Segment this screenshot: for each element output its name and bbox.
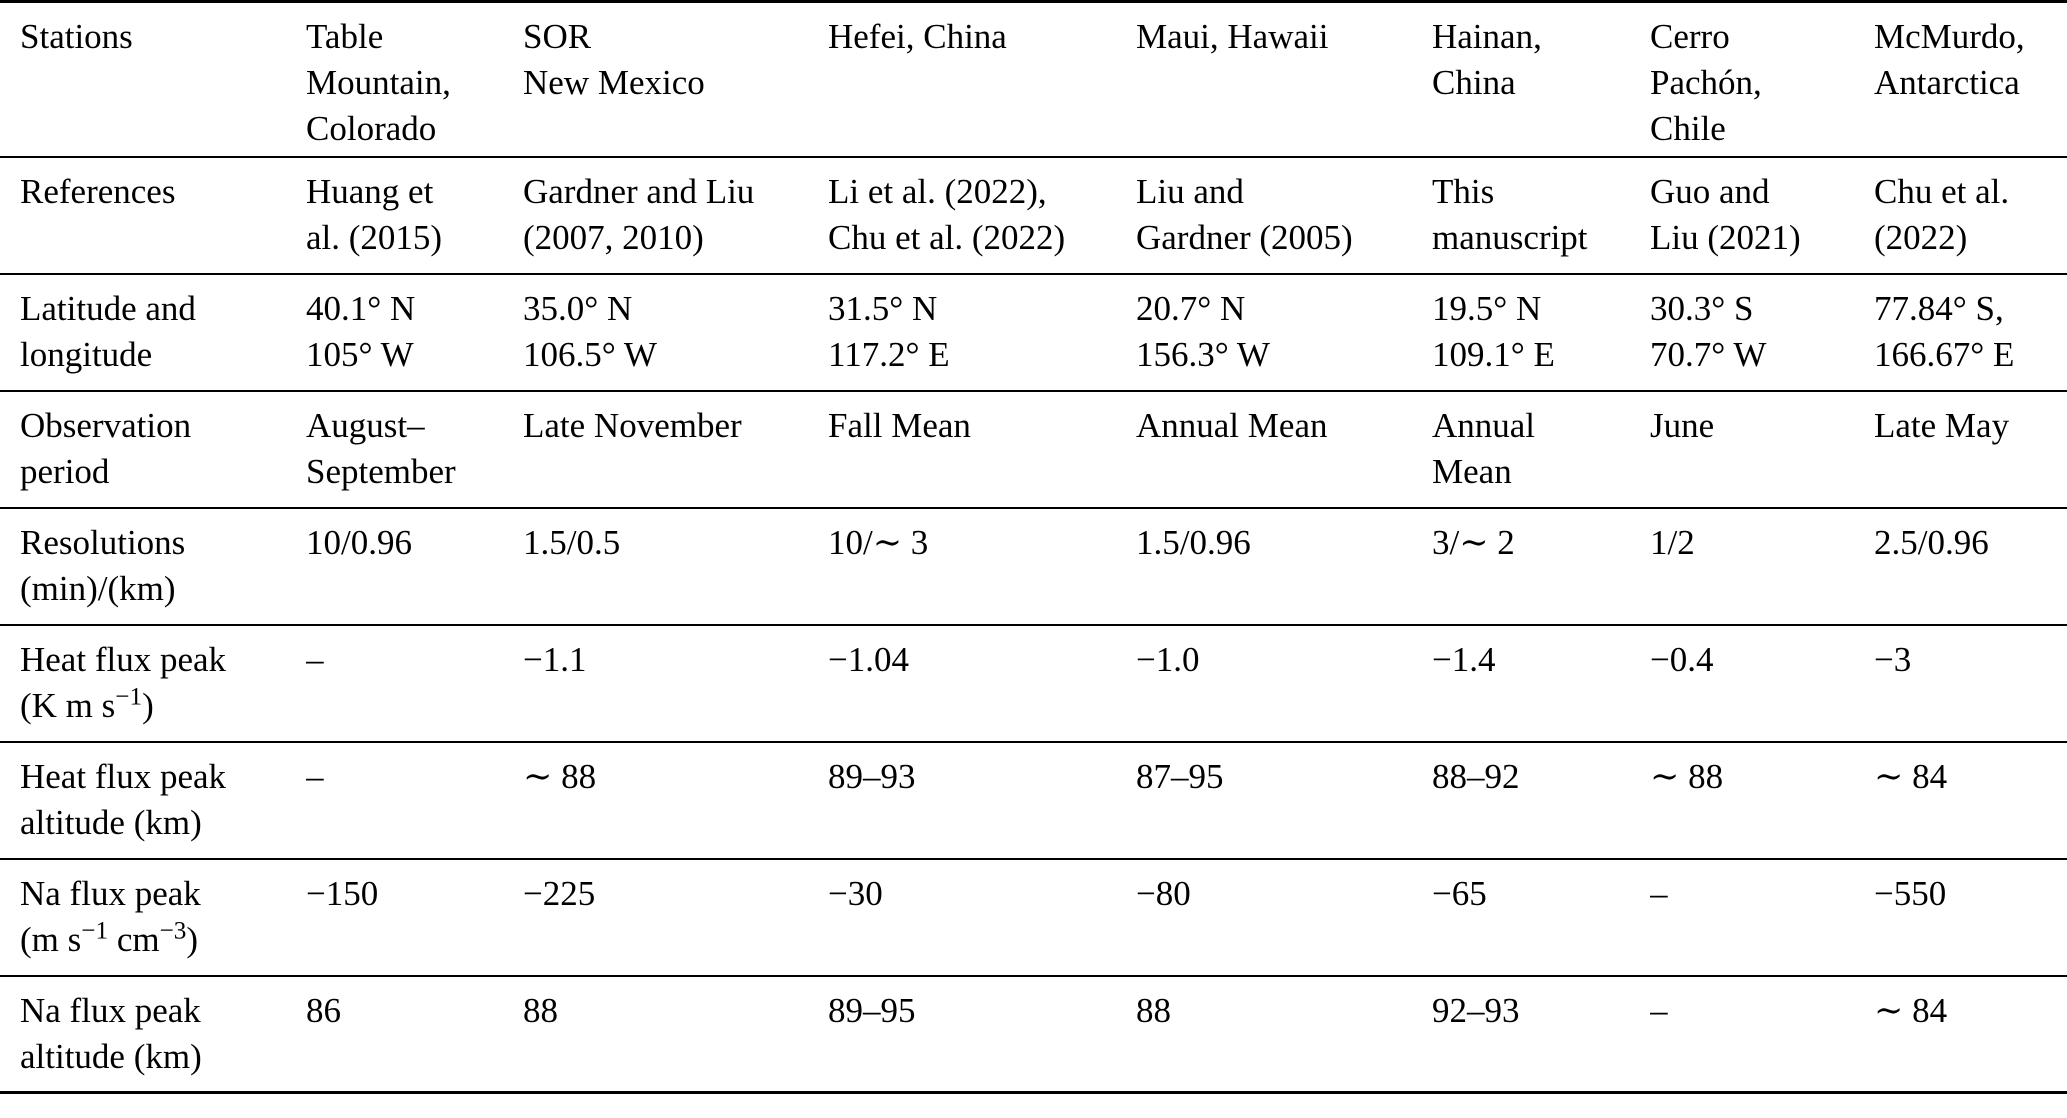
data-cell: −30 [828, 873, 883, 913]
data-cell: McMurdo, Antarctica [1874, 17, 2025, 102]
table-row-stations: Stations Table Mountain, Colorado SOR New Mex… [0, 2, 2067, 157]
table-row-na-flux-peak-altitude: Na flux peak altitude (km) 86 88 89–95 88 92–9… [0, 975, 2067, 1093]
data-cell: Late May [1874, 405, 2010, 445]
data-cell: 1.5/0.96 [1136, 522, 1251, 562]
data-cell: Liu and Gardner (2005) [1136, 171, 1353, 257]
row-label-resolutions: Resolutions (min)/(km) [20, 522, 186, 608]
data-cell: 92–93 [1432, 990, 1520, 1030]
data-cell: 40.1° N 105° W [306, 288, 416, 374]
row-label-references: References [20, 171, 176, 211]
data-cell: 20.7° N 156.3° W [1136, 288, 1270, 374]
data-cell: – [306, 756, 324, 796]
data-cell: −65 [1432, 873, 1487, 913]
data-cell: −3 [1874, 639, 1912, 679]
stations-comparison-table: Stations Table Mountain, Colorado SOR New Mex… [0, 0, 2067, 1094]
row-label-heat-flux-peak: Heat flux peak (K m s−1) [20, 639, 227, 725]
data-cell: Hainan, China [1432, 17, 1542, 102]
data-cell: 30.3° S 70.7° W [1650, 288, 1767, 374]
table-row-heat-flux-peak: Heat flux peak (K m s−1) – −1.1 −1.04 −1.0 −1.… [0, 624, 2067, 742]
data-cell: −1.04 [828, 639, 909, 679]
data-cell: Hefei, China [828, 17, 1007, 56]
data-cell: −550 [1874, 873, 1947, 913]
data-cell: Late November [523, 405, 742, 445]
data-cell: Guo and Liu (2021) [1650, 171, 1801, 257]
table-row-references: References Huang et al. (2015) Gardner and … [0, 156, 2067, 274]
data-cell: ∼ 88 [523, 756, 597, 796]
row-label-na-flux-peak-altitude: Na flux peak altitude (km) [20, 990, 202, 1076]
data-cell: 87–95 [1136, 756, 1224, 796]
data-cell: 35.0° N 106.5° W [523, 288, 657, 374]
table-row-na-flux-peak: Na flux peak (m s−1 cm−3) −150 −225 −30 −80 −6… [0, 858, 2067, 976]
data-cell: −1.1 [523, 639, 587, 679]
data-cell: ∼ 84 [1874, 990, 1948, 1030]
data-cell: Maui, Hawaii [1136, 17, 1329, 56]
row-label-heat-flux-peak-altitude: Heat flux peak altitude (km) [20, 756, 227, 842]
data-cell: ∼ 88 [1650, 756, 1724, 796]
data-cell: 88 [1136, 990, 1171, 1030]
data-cell: 88–92 [1432, 756, 1520, 796]
data-cell: 77.84° S, 166.67° E [1874, 288, 2015, 374]
data-cell: 89–93 [828, 756, 916, 796]
data-cell: – [306, 639, 324, 679]
data-cell: 1.5/0.5 [523, 522, 621, 562]
data-cell: −80 [1136, 873, 1191, 913]
table-body: Stations Table Mountain, Colorado SOR New Mex… [0, 2, 2067, 1093]
row-label-na-flux-peak: Na flux peak (m s−1 cm−3) [20, 873, 201, 959]
data-cell: −225 [523, 873, 596, 913]
data-cell: ∼ 84 [1874, 756, 1948, 796]
data-cell: −1.0 [1136, 639, 1200, 679]
data-cell: Table Mountain, Colorado [306, 17, 451, 148]
data-cell: 1/2 [1650, 522, 1695, 562]
row-label-latitude-longitude: Latitude and longitude [20, 288, 196, 374]
data-cell: 86 [306, 990, 341, 1030]
data-cell: −1.4 [1432, 639, 1496, 679]
table-row-resolutions: Resolutions (min)/(km) 10/0.96 1.5/0.5 10/∼ … [0, 507, 2067, 625]
data-cell: Chu et al. (2022) [1874, 171, 2010, 257]
data-cell: Cerro Pachón, Chile [1650, 17, 1762, 148]
row-label-stations: Stations [20, 17, 133, 56]
data-cell: −0.4 [1650, 639, 1714, 679]
data-cell: 10/0.96 [306, 522, 412, 562]
data-cell: SOR New Mexico [523, 17, 705, 102]
data-cell: June [1650, 405, 1715, 445]
table-row-latitude-longitude: Latitude and longitude 40.1° N 105° W 35.0° … [0, 273, 2067, 391]
data-cell: 10/∼ 3 [828, 522, 929, 562]
data-cell: Gardner and Liu (2007, 2010) [523, 171, 755, 257]
table-row-heat-flux-peak-altitude: Heat flux peak altitude (km) – ∼ 88 89–93 87–… [0, 741, 2067, 859]
data-cell: This manuscript [1432, 171, 1588, 257]
data-cell: 3/∼ 2 [1432, 522, 1515, 562]
data-cell: Fall Mean [828, 405, 971, 445]
data-cell: 2.5/0.96 [1874, 522, 1989, 562]
data-cell: 88 [523, 990, 558, 1030]
data-cell: 19.5° N 109.1° E [1432, 288, 1555, 374]
table-row-observation-period: Observation period August– September Late No… [0, 390, 2067, 508]
data-cell: Annual Mean [1432, 405, 1536, 491]
data-cell: 31.5° N 117.2° E [828, 288, 950, 374]
row-label-observation-period: Observation period [20, 405, 192, 491]
data-cell: −150 [306, 873, 379, 913]
data-cell: – [1650, 990, 1668, 1030]
data-cell: – [1650, 873, 1668, 913]
data-cell: 89–95 [828, 990, 916, 1030]
data-cell: Huang et al. (2015) [306, 171, 443, 257]
data-cell: August– September [306, 405, 456, 491]
data-cell: Annual Mean [1136, 405, 1328, 445]
data-cell: Li et al. (2022), Chu et al. (2022) [828, 171, 1066, 257]
